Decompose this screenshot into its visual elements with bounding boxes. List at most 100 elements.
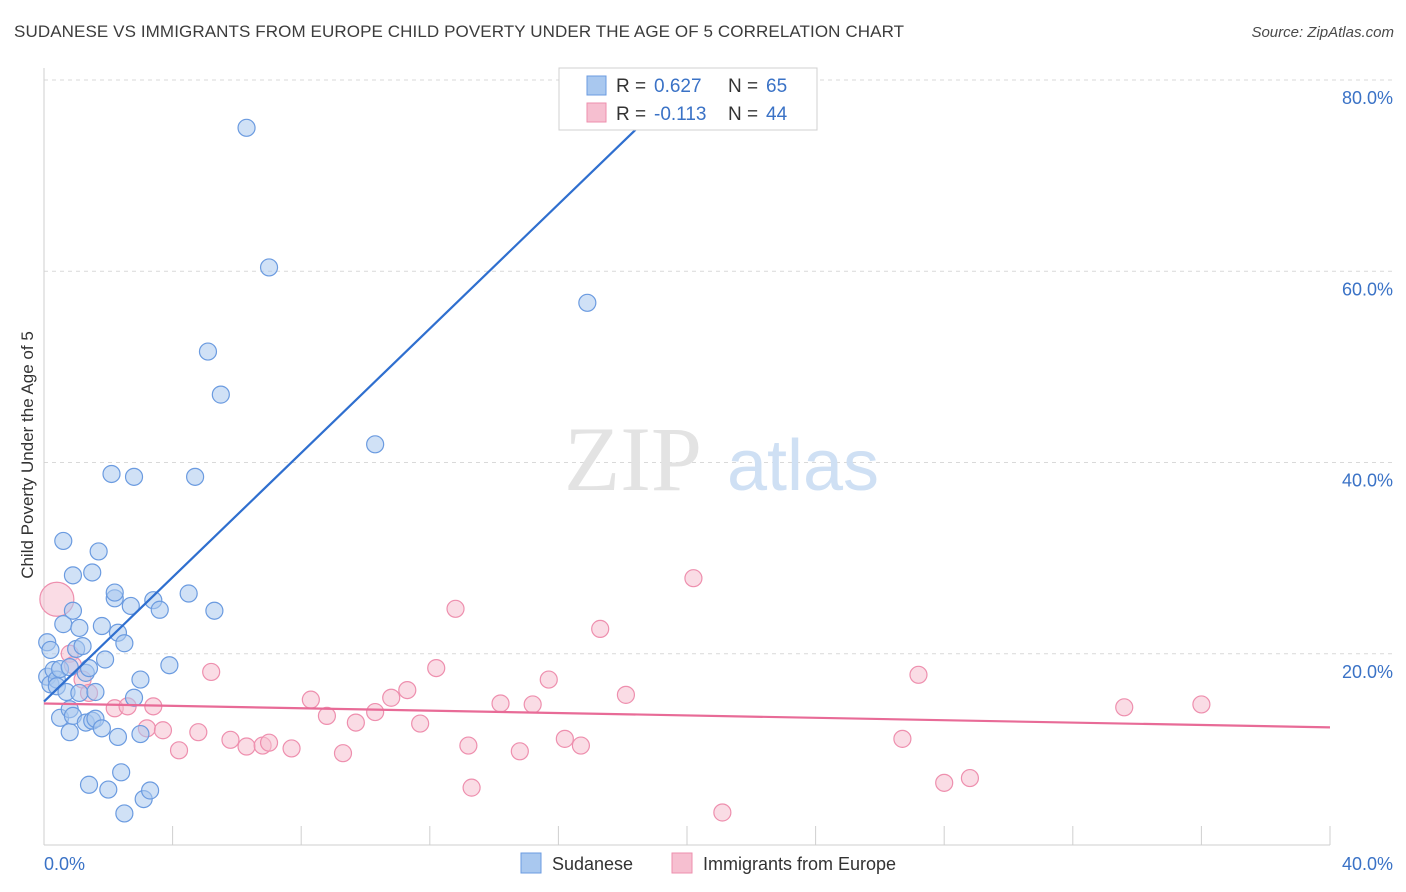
immigrants-trend-line [43, 702, 1331, 729]
watermark-zip: ZIP [564, 408, 702, 510]
sudanese-point [92, 616, 111, 636]
immigrants-point [539, 670, 558, 689]
bottom-legend-swatch-immigrants [671, 852, 693, 874]
correlation-legend: R = 0.627 N = 65 R = -0.113 N = 44 [558, 67, 818, 131]
sudanese-point [79, 775, 99, 794]
sudanese-point [73, 636, 92, 656]
series-legend: Sudanese Immigrants from Europe [520, 852, 896, 874]
sudanese-point [578, 293, 597, 312]
sudanese-point [366, 435, 385, 454]
immigrants-point [382, 688, 401, 707]
sudanese-point [79, 658, 99, 678]
sudanese-point [63, 601, 83, 620]
sudanese-point [115, 804, 134, 823]
sudanese-point [86, 682, 105, 702]
sudanese-point [186, 467, 205, 486]
sudanese-point [124, 688, 144, 707]
sudanese-point [54, 531, 73, 551]
legend-r-label-1: R = [616, 76, 646, 97]
grid-lines [44, 79, 1392, 655]
immigrants-point [555, 729, 574, 748]
legend-r-value-1: 0.627 [654, 76, 702, 97]
immigrants-point [366, 702, 385, 722]
immigrants-point [510, 742, 529, 761]
immigrants-point [317, 706, 337, 726]
sudanese-point [179, 584, 198, 603]
immigrants-point [189, 723, 208, 742]
legend-n-label-1: N = [728, 76, 758, 97]
bottom-legend-immigrants: Immigrants from Europe [703, 854, 896, 874]
y-tick-label: 80.0% [1342, 88, 1393, 108]
immigrants-point [411, 714, 430, 733]
immigrants-point [427, 658, 446, 678]
y-tick-label: 60.0% [1342, 279, 1393, 299]
sudanese-point [131, 724, 150, 744]
immigrants-point [960, 768, 980, 788]
sudanese-point [41, 640, 60, 660]
legend-n-label-2: N = [728, 104, 758, 125]
immigrants-point [616, 685, 636, 704]
sudanese-point [83, 563, 102, 582]
immigrants-point [259, 733, 279, 752]
sudanese-points [38, 118, 597, 823]
bottom-legend-swatch-sudanese [520, 852, 542, 874]
immigrants-point [571, 736, 591, 755]
sudanese-point [60, 723, 79, 742]
sudanese-point [124, 467, 144, 486]
immigrants-point [398, 680, 417, 700]
legend-swatch-sudanese [586, 75, 607, 96]
immigrants-point [153, 721, 173, 740]
sudanese-point [105, 583, 124, 602]
sudanese-trend-line [43, 79, 688, 703]
sudanese-point [63, 566, 83, 585]
legend-swatch-immigrants [586, 102, 607, 123]
sudanese-point [198, 342, 218, 361]
immigrants-point [591, 619, 610, 638]
legend-n-value-1: 65 [766, 76, 787, 97]
immigrants-point [221, 730, 240, 749]
legend-r-label-2: R = [616, 104, 646, 125]
sudanese-point [150, 600, 169, 619]
sudanese-point [205, 601, 224, 620]
watermark-atlas: atlas [727, 426, 879, 506]
immigrants-point [462, 778, 481, 797]
sudanese-point [108, 727, 128, 747]
immigrants-point [1192, 695, 1211, 714]
watermark: ZIP atlas [564, 408, 879, 510]
immigrants-point [346, 713, 365, 732]
bottom-legend-sudanese: Sudanese [552, 854, 633, 874]
tick-labels: 20.0% 40.0% 60.0% 80.0% 0.0% 40.0% [44, 88, 1393, 874]
sudanese-point [102, 464, 121, 484]
immigrants-point [909, 665, 928, 684]
immigrants-point [523, 695, 542, 714]
immigrants-point [237, 737, 256, 756]
immigrants-point [713, 803, 732, 822]
x-tick-label-max: 40.0% [1342, 854, 1393, 874]
x-tick-label-min: 0.0% [44, 854, 85, 874]
immigrants-point [491, 694, 510, 713]
sudanese-point [131, 670, 150, 689]
immigrants-point [459, 736, 478, 755]
sudanese-point [121, 596, 140, 616]
immigrants-point [684, 569, 703, 588]
axes [43, 68, 1331, 846]
sudanese-point [92, 719, 111, 738]
chart-title: SUDANESE VS IMMIGRANTS FROM EUROPE CHILD… [14, 22, 905, 41]
sudanese-point [211, 385, 230, 404]
trend-lines [43, 79, 1331, 729]
sudanese-point [99, 780, 118, 799]
immigrants-point [893, 729, 912, 748]
sudanese-point [60, 658, 79, 677]
immigrants-point [202, 662, 221, 682]
sudanese-point [112, 763, 131, 782]
legend-n-value-2: 44 [766, 104, 788, 125]
sudanese-point [95, 650, 115, 669]
sudanese-point [70, 618, 89, 638]
immigrants-point [333, 744, 353, 763]
source-credit: Source: ZipAtlas.com [1251, 24, 1394, 41]
immigrants-point [301, 690, 320, 709]
immigrants-point [282, 739, 301, 758]
y-axis-label: Child Poverty Under the Age of 5 [18, 331, 37, 579]
sudanese-point [259, 258, 279, 277]
